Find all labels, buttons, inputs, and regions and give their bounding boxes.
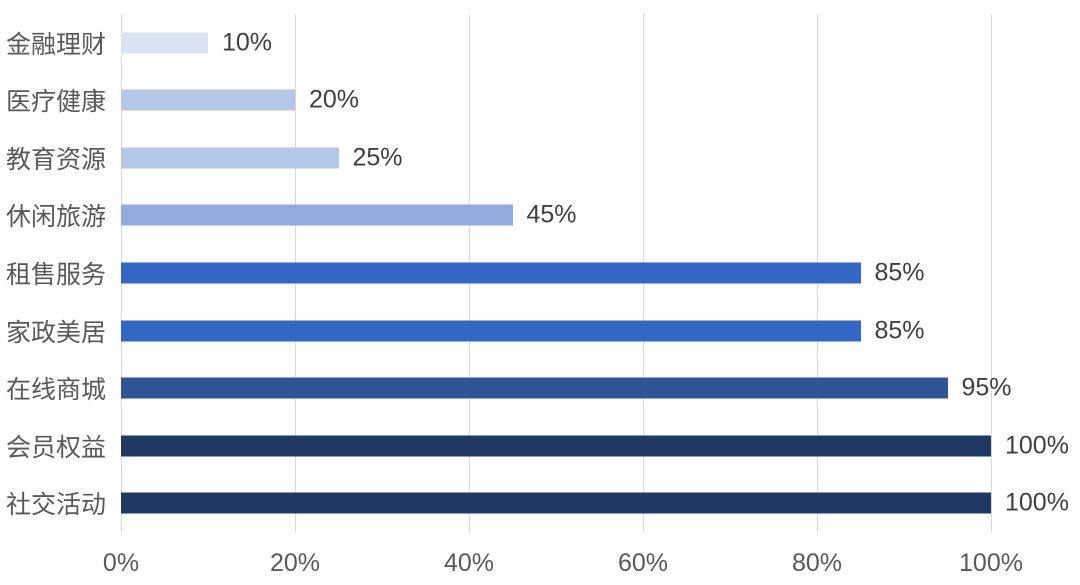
category-label: 教育资源 [6, 145, 107, 174]
x-tick-label: 60% [617, 549, 669, 577]
bar [121, 262, 861, 284]
chart-row: 会员权益 100% [0, 417, 1080, 475]
value-label: 85% [874, 258, 925, 287]
category-label: 家政美居 [6, 318, 107, 347]
category-label: 金融理财 [6, 30, 107, 59]
category-label: 医疗健康 [6, 88, 107, 117]
x-tick-label: 0% [102, 549, 140, 577]
value-label: 100% [1005, 488, 1069, 517]
x-tick-label: 20% [269, 549, 321, 577]
bar [121, 492, 991, 514]
bar [121, 320, 861, 341]
category-label: 租售服务 [6, 260, 107, 289]
value-label: 100% [1005, 431, 1069, 460]
chart-row: 社交活动 100% [0, 474, 1080, 532]
value-label: 95% [961, 373, 1012, 402]
value-label: 20% [309, 85, 360, 114]
bar [121, 377, 948, 399]
bar [121, 435, 991, 457]
x-axis: 0% 20% 40% 60% 80% 100% [0, 546, 1080, 580]
category-label: 在线商城 [6, 376, 107, 405]
chart-row: 金融理财 10% [0, 14, 1080, 72]
chart-row: 医疗健康 20% [0, 72, 1080, 130]
value-label: 45% [526, 200, 577, 229]
chart-row: 教育资源 25% [0, 129, 1080, 187]
chart-row: 租售服务 85% [0, 244, 1080, 302]
x-tick-label: 100% [959, 549, 1023, 577]
x-tick-label: 40% [443, 549, 495, 577]
chart-row: 在线商城 95% [0, 359, 1080, 417]
chart-rows: 金融理财 10% 医疗健康 20% 教育资源 25% 休闲旅游 45% 租售服务 85% 家政美居 8… [0, 14, 1080, 532]
category-label: 社交活动 [6, 491, 107, 520]
value-label: 25% [352, 143, 403, 172]
value-label: 85% [874, 316, 925, 344]
chart-row: 休闲旅游 45% [0, 187, 1080, 245]
chart-row: 家政美居 85% [0, 302, 1080, 360]
bar [121, 147, 339, 169]
x-tick-label: 80% [791, 549, 843, 577]
bar [121, 204, 513, 226]
category-label: 会员权益 [6, 433, 107, 462]
bar [121, 89, 295, 111]
value-label: 10% [222, 28, 273, 57]
category-label: 休闲旅游 [6, 203, 107, 232]
bar [121, 32, 208, 54]
